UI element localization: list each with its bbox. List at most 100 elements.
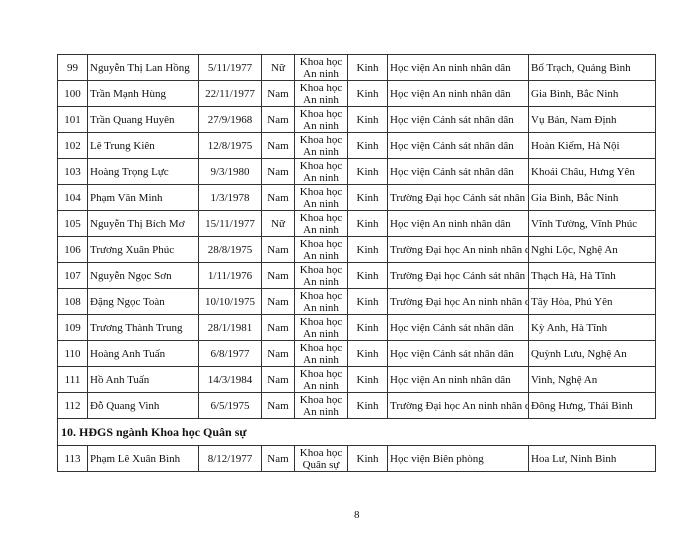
section-title: 10. HĐGS ngành Khoa học Quân sự <box>57 418 656 446</box>
cell-name: Trần Quang Huyên <box>87 106 199 133</box>
cell-ethnic: Kinh <box>347 392 388 419</box>
cell-hometown: Thạch Hà, Hà Tĩnh <box>528 262 656 289</box>
candidate-table: 99 Nguyễn Thị Lan Hồng 5/11/1977 Nữ Khoa học… <box>57 54 656 472</box>
cell-name: Nguyễn Thị Lan Hồng <box>87 54 199 81</box>
cell-dob: 1/3/1978 <box>198 184 262 211</box>
cell-name: Đỗ Quang Vinh <box>87 392 199 419</box>
table-row: 106 Trương Xuân Phúc 28/8/1975 Nam Khoa học … <box>57 236 656 263</box>
cell-ethnic: Kinh <box>347 445 388 472</box>
cell-ethnic: Kinh <box>347 158 388 185</box>
table-row: 112 Đỗ Quang Vinh 6/5/1975 Nam Khoa học An n… <box>57 392 656 419</box>
cell-hometown: Bố Trạch, Quảng Bình <box>528 54 656 81</box>
table-row: 113 Phạm Lê Xuân Bình 8/12/1977 Nam Khoa học… <box>57 445 656 472</box>
cell-hometown: Hoàn Kiếm, Hà Nội <box>528 132 656 159</box>
cell-ethnic: Kinh <box>347 184 388 211</box>
cell-hometown: Vinh, Nghệ An <box>528 366 656 393</box>
cell-hometown: Nghi Lộc, Nghệ An <box>528 236 656 263</box>
cell-field: Khoa học An ninh <box>294 54 348 81</box>
cell-no: 103 <box>57 158 88 185</box>
cell-no: 104 <box>57 184 88 211</box>
cell-no: 101 <box>57 106 88 133</box>
cell-ethnic: Kinh <box>347 210 388 237</box>
cell-gender: Nam <box>261 184 295 211</box>
cell-dob: 10/10/1975 <box>198 288 262 315</box>
cell-hometown: Kỳ Anh, Hà Tĩnh <box>528 314 656 341</box>
cell-gender: Nam <box>261 262 295 289</box>
cell-hometown: Đông Hưng, Thái Bình <box>528 392 656 419</box>
cell-ethnic: Kinh <box>347 106 388 133</box>
cell-gender: Nam <box>261 236 295 263</box>
cell-name: Phạm Lê Xuân Bình <box>87 445 199 472</box>
cell-hometown: Quỳnh Lưu, Nghệ An <box>528 340 656 367</box>
cell-gender: Nam <box>261 106 295 133</box>
cell-gender: Nam <box>261 366 295 393</box>
cell-field: Khoa học An ninh <box>294 158 348 185</box>
cell-field: Khoa học An ninh <box>294 236 348 263</box>
page-number: 8 <box>354 509 360 521</box>
cell-institution: Học viện Biên phòng <box>387 445 529 472</box>
cell-ethnic: Kinh <box>347 236 388 263</box>
cell-ethnic: Kinh <box>347 288 388 315</box>
cell-gender: Nam <box>261 445 295 472</box>
cell-field: Khoa học An ninh <box>294 314 348 341</box>
cell-field: Khoa học An ninh <box>294 392 348 419</box>
table-row: 102 Lê Trung Kiên 12/8/1975 Nam Khoa học An … <box>57 132 656 159</box>
cell-field: Khoa học An ninh <box>294 106 348 133</box>
cell-field: Khoa học An ninh <box>294 288 348 315</box>
cell-dob: 27/9/1968 <box>198 106 262 133</box>
cell-no: 105 <box>57 210 88 237</box>
cell-institution: Học viện An ninh nhân dân <box>387 80 529 107</box>
cell-name: Nguyễn Ngọc Sơn <box>87 262 199 289</box>
cell-institution: Học viện Cảnh sát nhân dân <box>387 106 529 133</box>
cell-institution: Học viện Cảnh sát nhân dân <box>387 132 529 159</box>
cell-no: 99 <box>57 54 88 81</box>
table-row: 100 Trần Mạnh Hùng 22/11/1977 Nam Khoa học A… <box>57 80 656 107</box>
table-row: 105 Nguyễn Thị Bích Mơ 15/11/1977 Nữ Khoa họ… <box>57 210 656 237</box>
cell-hometown: Gia Bình, Bắc Ninh <box>528 80 656 107</box>
table-row: 108 Đặng Ngọc Toàn 10/10/1975 Nam Khoa học A… <box>57 288 656 315</box>
cell-dob: 9/3/1980 <box>198 158 262 185</box>
cell-no: 110 <box>57 340 88 367</box>
cell-name: Hồ Anh Tuấn <box>87 366 199 393</box>
table-row: 104 Phạm Văn Minh 1/3/1978 Nam Khoa học An n… <box>57 184 656 211</box>
cell-hometown: Hoa Lư, Ninh Bình <box>528 445 656 472</box>
cell-ethnic: Kinh <box>347 54 388 81</box>
cell-name: Nguyễn Thị Bích Mơ <box>87 210 199 237</box>
cell-institution: Học viện An ninh nhân dân <box>387 366 529 393</box>
table-row: 109 Trương Thành Trung 28/1/1981 Nam Khoa họ… <box>57 314 656 341</box>
cell-name: Trương Thành Trung <box>87 314 199 341</box>
cell-institution: Trường Đại học An ninh nhân dân <box>387 288 529 315</box>
cell-institution: Trường Đại học An ninh nhân dân <box>387 392 529 419</box>
cell-no: 111 <box>57 366 88 393</box>
table-row: 111 Hồ Anh Tuấn 14/3/1984 Nam Khoa học An ni… <box>57 366 656 393</box>
cell-no: 100 <box>57 80 88 107</box>
cell-gender: Nam <box>261 288 295 315</box>
cell-institution: Học viện Cảnh sát nhân dân <box>387 314 529 341</box>
table-row: 101 Trần Quang Huyên 27/9/1968 Nam Khoa học … <box>57 106 656 133</box>
cell-no: 112 <box>57 392 88 419</box>
table-row: 110 Hoàng Anh Tuấn 6/8/1977 Nam Khoa học An … <box>57 340 656 367</box>
cell-ethnic: Kinh <box>347 262 388 289</box>
cell-dob: 15/11/1977 <box>198 210 262 237</box>
cell-gender: Nữ <box>261 54 295 81</box>
cell-dob: 22/11/1977 <box>198 80 262 107</box>
cell-ethnic: Kinh <box>347 340 388 367</box>
cell-dob: 5/11/1977 <box>198 54 262 81</box>
cell-name: Hoàng Trọng Lực <box>87 158 199 185</box>
cell-no: 108 <box>57 288 88 315</box>
cell-dob: 12/8/1975 <box>198 132 262 159</box>
cell-field: Khoa học An ninh <box>294 366 348 393</box>
cell-name: Phạm Văn Minh <box>87 184 199 211</box>
cell-field: Khoa học An ninh <box>294 184 348 211</box>
cell-institution: Trường Đại học Cảnh sát nhân dân <box>387 184 529 211</box>
cell-institution: Học viện An ninh nhân dân <box>387 54 529 81</box>
cell-field: Khoa học An ninh <box>294 80 348 107</box>
cell-dob: 1/11/1976 <box>198 262 262 289</box>
cell-hometown: Gia Bình, Bắc Ninh <box>528 184 656 211</box>
cell-dob: 14/3/1984 <box>198 366 262 393</box>
cell-no: 106 <box>57 236 88 263</box>
cell-name: Hoàng Anh Tuấn <box>87 340 199 367</box>
cell-dob: 6/8/1977 <box>198 340 262 367</box>
cell-gender: Nam <box>261 132 295 159</box>
cell-field: Khoa học An ninh <box>294 340 348 367</box>
